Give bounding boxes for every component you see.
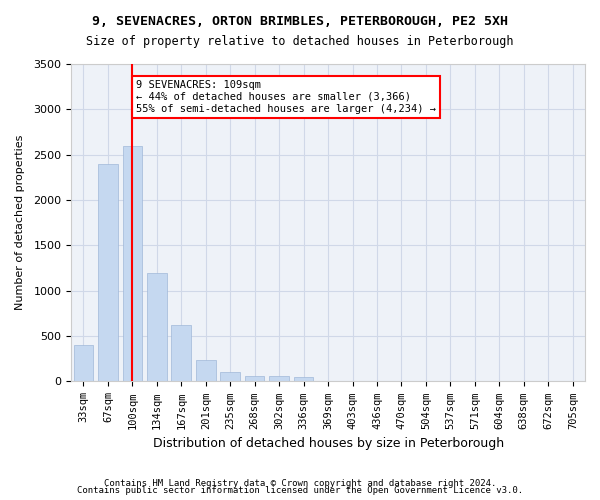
Text: 9 SEVENACRES: 109sqm
← 44% of detached houses are smaller (3,366)
55% of semi-de: 9 SEVENACRES: 109sqm ← 44% of detached h…: [136, 80, 436, 114]
X-axis label: Distribution of detached houses by size in Peterborough: Distribution of detached houses by size …: [152, 437, 503, 450]
Text: 9, SEVENACRES, ORTON BRIMBLES, PETERBOROUGH, PE2 5XH: 9, SEVENACRES, ORTON BRIMBLES, PETERBORO…: [92, 15, 508, 28]
Bar: [294, 378, 313, 382]
Y-axis label: Number of detached properties: Number of detached properties: [15, 135, 25, 310]
Bar: [98, 164, 118, 382]
Text: Contains HM Land Registry data © Crown copyright and database right 2024.: Contains HM Land Registry data © Crown c…: [104, 478, 496, 488]
Bar: [74, 345, 93, 382]
Bar: [245, 376, 265, 382]
Bar: [269, 376, 289, 382]
Bar: [196, 360, 215, 382]
Bar: [122, 146, 142, 382]
Bar: [147, 272, 167, 382]
Bar: [220, 372, 240, 382]
Text: Size of property relative to detached houses in Peterborough: Size of property relative to detached ho…: [86, 35, 514, 48]
Text: Contains public sector information licensed under the Open Government Licence v3: Contains public sector information licen…: [77, 486, 523, 495]
Bar: [172, 325, 191, 382]
